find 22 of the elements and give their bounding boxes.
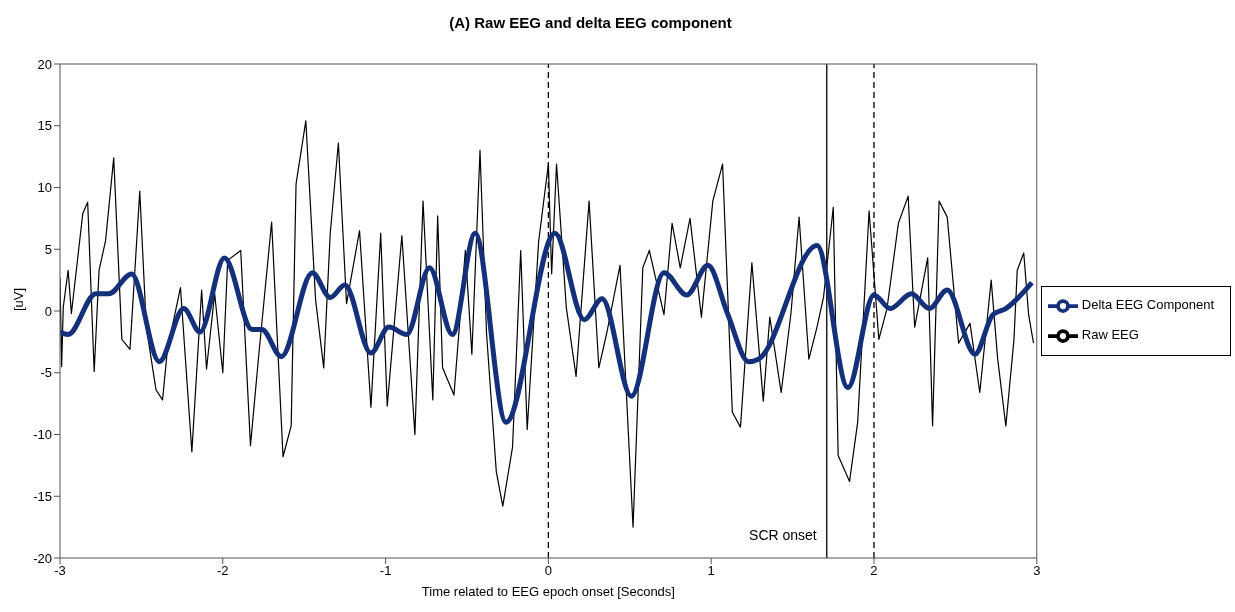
ref-line-label: SCR onset <box>749 527 817 543</box>
x-tick-label: 3 <box>1033 563 1041 579</box>
legend-label: Delta EEG Component <box>1081 296 1214 312</box>
y-tick-label: 5 <box>44 241 52 257</box>
y-tick-label: -5 <box>40 365 52 381</box>
y-tick-label: 20 <box>37 56 52 72</box>
y-tick-label: -10 <box>33 427 52 443</box>
y-tick-label: 15 <box>37 118 52 134</box>
chart-title: (A) Raw EEG and delta EEG component <box>448 13 733 33</box>
y-tick-label: -20 <box>33 550 52 566</box>
x-tick-label: -3 <box>54 563 66 579</box>
x-tick-label: -1 <box>379 563 392 579</box>
x-tick-label: 2 <box>870 563 878 579</box>
y-axis-title: [uV] <box>10 287 26 311</box>
y-tick-label: 0 <box>44 303 52 319</box>
legend-label: Raw EEG <box>1081 326 1139 342</box>
x-tick-label: 1 <box>707 563 715 579</box>
x-tick-label: 0 <box>544 563 552 579</box>
y-tick-label: -15 <box>33 488 52 504</box>
x-axis-title: Time related to EEG epoch onset [Seconds] <box>421 584 675 599</box>
x-tick-label: -2 <box>217 563 229 579</box>
y-tick-label: 10 <box>37 180 52 196</box>
